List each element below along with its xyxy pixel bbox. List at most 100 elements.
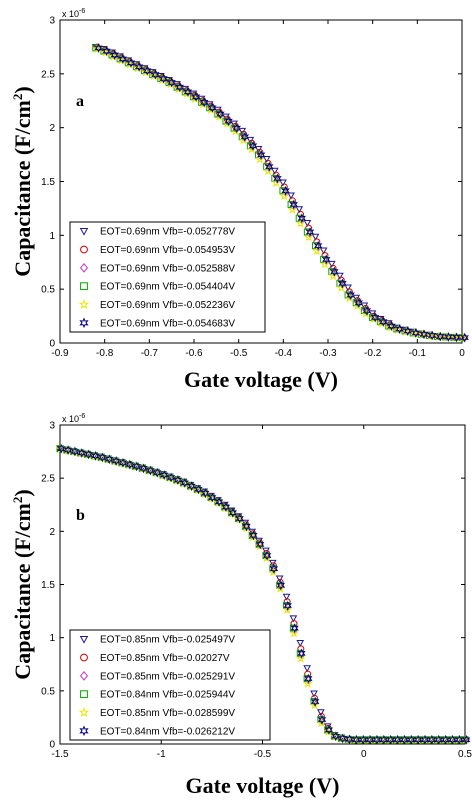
data-point: [330, 266, 339, 277]
x-tick-label: 0: [361, 749, 367, 760]
data-point: [224, 116, 233, 126]
data-point: [181, 88, 192, 98]
y-tick-label: 1: [49, 633, 55, 644]
data-point: [238, 133, 246, 141]
data-point: [346, 290, 355, 300]
x-axis-label: Gate voltage (V): [184, 367, 338, 392]
data-point: [320, 259, 330, 269]
x-tick-label: -1: [157, 749, 166, 760]
legend-marker: [80, 282, 88, 291]
data-point: [263, 166, 273, 176]
data-point: [400, 734, 409, 745]
x-tick-label: -0.8: [96, 348, 114, 359]
y-axis-label-main: Capacitance (F/cm: [10, 100, 35, 277]
legend-entry: EOT=0.69nm Vfb=-0.054953V: [100, 245, 235, 256]
data-point: [183, 87, 193, 97]
data-point: [312, 245, 322, 256]
data-point: [311, 233, 320, 241]
y-tick-label: 3: [49, 16, 55, 27]
data-point: [139, 463, 148, 474]
y-axis-label-close: ): [10, 489, 35, 496]
data-point: [303, 219, 312, 227]
data-point: [377, 318, 387, 328]
data-point: [111, 456, 121, 466]
data-point: [287, 204, 298, 214]
data-point: [70, 446, 80, 457]
data-point: [118, 54, 128, 64]
y-tick-label: 2.5: [41, 69, 55, 80]
legend-marker: [79, 262, 89, 273]
data-point: [248, 140, 258, 151]
legend-marker: [78, 706, 90, 717]
data-point: [283, 600, 292, 611]
data-point: [255, 154, 265, 164]
data-point: [232, 123, 241, 134]
data-point: [84, 449, 93, 460]
data-point: [214, 497, 224, 507]
data-point: [419, 329, 429, 340]
data-point: [327, 260, 336, 268]
data-point: [194, 484, 203, 495]
data-point: [191, 91, 201, 102]
data-point: [290, 623, 299, 633]
data-point: [369, 314, 379, 324]
data-point: [295, 206, 304, 214]
data-point: [305, 227, 315, 237]
y-tick-label: 2.5: [41, 474, 55, 485]
y-tick-label: 0: [49, 740, 55, 751]
legend: EOT=0.85nm Vfb=-0.025497V EOT=0.85nm Vfb=…: [69, 629, 271, 741]
y-tick-label: 3: [49, 421, 55, 432]
data-point: [379, 734, 389, 745]
data-point: [279, 190, 290, 201]
legend-marker: [79, 670, 89, 681]
y-axis-label-sup: 2: [10, 94, 25, 101]
y-exponent-base: x 10: [62, 414, 79, 424]
data-point: [262, 155, 271, 163]
data-point: [105, 454, 114, 465]
data-point: [320, 255, 328, 263]
y-tick-label: 0.5: [41, 686, 55, 697]
data-point: [110, 50, 119, 60]
legend: EOT=0.69nm Vfb=-0.052778V EOT=0.69nm Vfb=…: [69, 221, 266, 333]
x-tick-label: 0.5: [458, 749, 472, 760]
legend-marker: [79, 227, 89, 236]
data-point: [395, 324, 404, 334]
x-tick-label: -0.5: [254, 749, 272, 760]
data-point: [57, 443, 66, 454]
y-tick-label: 1.5: [41, 177, 55, 188]
data-point: [256, 539, 265, 550]
data-point: [385, 322, 395, 332]
data-point: [303, 228, 311, 236]
data-point: [200, 97, 209, 108]
data-point: [296, 639, 305, 647]
x-tick-label: -0.1: [409, 348, 427, 359]
data-point: [166, 472, 176, 483]
data-point: [387, 321, 396, 331]
data-point: [180, 478, 189, 488]
chart-panel-a: -0.9 -0.8 -0.7 -0.6 -0.5 -0.4 -0.3 -0.2 -0.1 0 0 0.…: [10, 8, 469, 392]
data-point: [362, 305, 372, 316]
data-point: [324, 725, 334, 735]
data-point: [338, 278, 347, 289]
data-point: [289, 615, 298, 623]
data-point: [411, 328, 421, 338]
data-point: [427, 734, 437, 745]
data-point: [311, 696, 320, 707]
data-point: [265, 161, 274, 172]
data-point: [275, 575, 284, 583]
y-exponent-label: x 10-6: [62, 8, 85, 19]
data-point: [436, 331, 445, 342]
x-tick-label: -0.4: [275, 348, 293, 359]
data-point: [319, 247, 328, 255]
panel-letter: b: [76, 507, 85, 524]
data-point: [444, 332, 453, 342]
y-axis-label: Capacitance (F/cm2): [10, 489, 35, 679]
data-point: [262, 550, 272, 561]
data-point: [448, 734, 457, 745]
data-point: [379, 316, 388, 327]
legend-entry: EOT=0.84nm Vfb=-0.025944V: [100, 690, 235, 701]
data-point: [63, 445, 73, 455]
legend-marker: [79, 725, 89, 737]
data-point: [230, 120, 238, 128]
legend-box: [69, 629, 271, 741]
